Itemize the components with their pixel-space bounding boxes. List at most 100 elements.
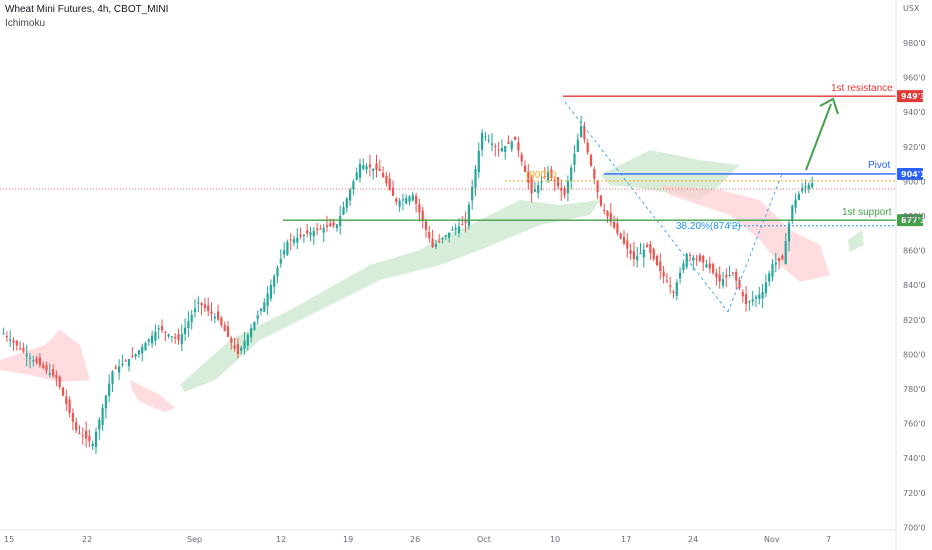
arrow-head [819, 97, 839, 115]
candle-body [144, 343, 147, 351]
candle-body [88, 435, 91, 442]
ichimoku-cloud-bearish [660, 185, 830, 282]
pivot-price-tag [897, 167, 923, 180]
candle-body [718, 274, 721, 282]
candle-body [540, 180, 543, 183]
candle-body [646, 244, 649, 247]
candle-body [768, 273, 771, 282]
x-tick-label: 10 [550, 535, 560, 544]
candle-body [543, 176, 546, 178]
candle-body [35, 358, 38, 363]
resistance-price-tag [897, 90, 923, 103]
candle-body [550, 169, 553, 178]
candle-body [708, 263, 711, 269]
candle-body [464, 219, 467, 223]
candle-body [375, 163, 378, 170]
candle-body [94, 431, 98, 447]
candle-body [263, 302, 266, 312]
candle-body [774, 262, 777, 265]
candle-body [682, 263, 685, 271]
candle-body [335, 224, 338, 229]
candle-body [507, 142, 510, 144]
ichimoku-cloud-bearish [130, 380, 175, 412]
candle-body [698, 255, 701, 261]
candle-body [603, 209, 606, 212]
candle-body [688, 254, 692, 256]
candle-body [236, 344, 239, 355]
candle-body [25, 354, 28, 357]
candle-body [220, 317, 223, 326]
candle-body [233, 345, 236, 349]
candle-body [289, 239, 292, 241]
candle-body [580, 125, 583, 137]
candle-body [349, 189, 352, 201]
candle-body [566, 181, 569, 194]
candle-body [226, 326, 230, 337]
candle-body [296, 237, 299, 243]
candle-body [702, 255, 705, 263]
y-tick-label: 860'0 [903, 247, 926, 256]
candle-body [738, 279, 741, 289]
candle-body [154, 331, 157, 341]
candle-body [570, 167, 573, 181]
candle-body [180, 333, 183, 345]
candle-body [533, 189, 536, 192]
candle-body [474, 168, 477, 188]
candle-body [391, 187, 395, 196]
y-tick-label: 920'0 [903, 143, 926, 152]
candle-body [75, 422, 78, 431]
candle-body [131, 355, 134, 357]
candle-body [177, 334, 180, 341]
candle-body [408, 196, 411, 202]
candle-body [45, 365, 48, 371]
candle-body [517, 142, 520, 151]
candle-body [170, 336, 173, 338]
candle-body [42, 364, 45, 368]
candle-body [71, 412, 74, 422]
candle-body [791, 205, 794, 221]
candle-body [111, 371, 114, 384]
candle-body [203, 304, 206, 309]
candle-body [98, 419, 101, 430]
candle-body [494, 145, 497, 147]
candle-body [665, 280, 668, 282]
candle-body [477, 150, 480, 173]
candle-body [613, 222, 616, 228]
candle-body [368, 164, 371, 168]
x-tick-label: 12 [276, 535, 286, 544]
candle-body [322, 227, 325, 233]
candle-body [217, 311, 220, 320]
candle-body [104, 395, 107, 409]
y-tick-label: 960'0 [903, 74, 926, 83]
candle-body [589, 155, 593, 166]
candle-body [563, 187, 566, 196]
candle-body [675, 282, 678, 296]
candle-body [811, 183, 814, 188]
candle-body [339, 215, 342, 227]
candle-body [411, 195, 414, 201]
candle-body [629, 250, 632, 254]
candle-body [484, 136, 487, 138]
candle-body [659, 261, 662, 272]
candle-body [434, 244, 437, 248]
candle-body [804, 186, 807, 188]
candle-body [421, 210, 424, 222]
candle-body [302, 235, 305, 237]
candle-body [500, 148, 503, 152]
candle-body [781, 255, 784, 260]
candle-body [514, 136, 517, 140]
candle-body [127, 359, 131, 366]
candle-body [415, 196, 418, 204]
candle-body [382, 172, 385, 178]
levels-layer: (900'1) 38.20%(874'2) 1st resistance Pivot 1… [0, 83, 926, 313]
candles-layer [2, 115, 814, 455]
fib-trend-line [564, 101, 729, 313]
candle-body [728, 275, 731, 277]
candle-body [679, 272, 682, 279]
candle-body [520, 154, 523, 162]
candle-body [259, 308, 263, 312]
y-tick-label: 760'0 [903, 420, 926, 429]
candle-body [428, 232, 431, 239]
candle-body [193, 308, 197, 312]
